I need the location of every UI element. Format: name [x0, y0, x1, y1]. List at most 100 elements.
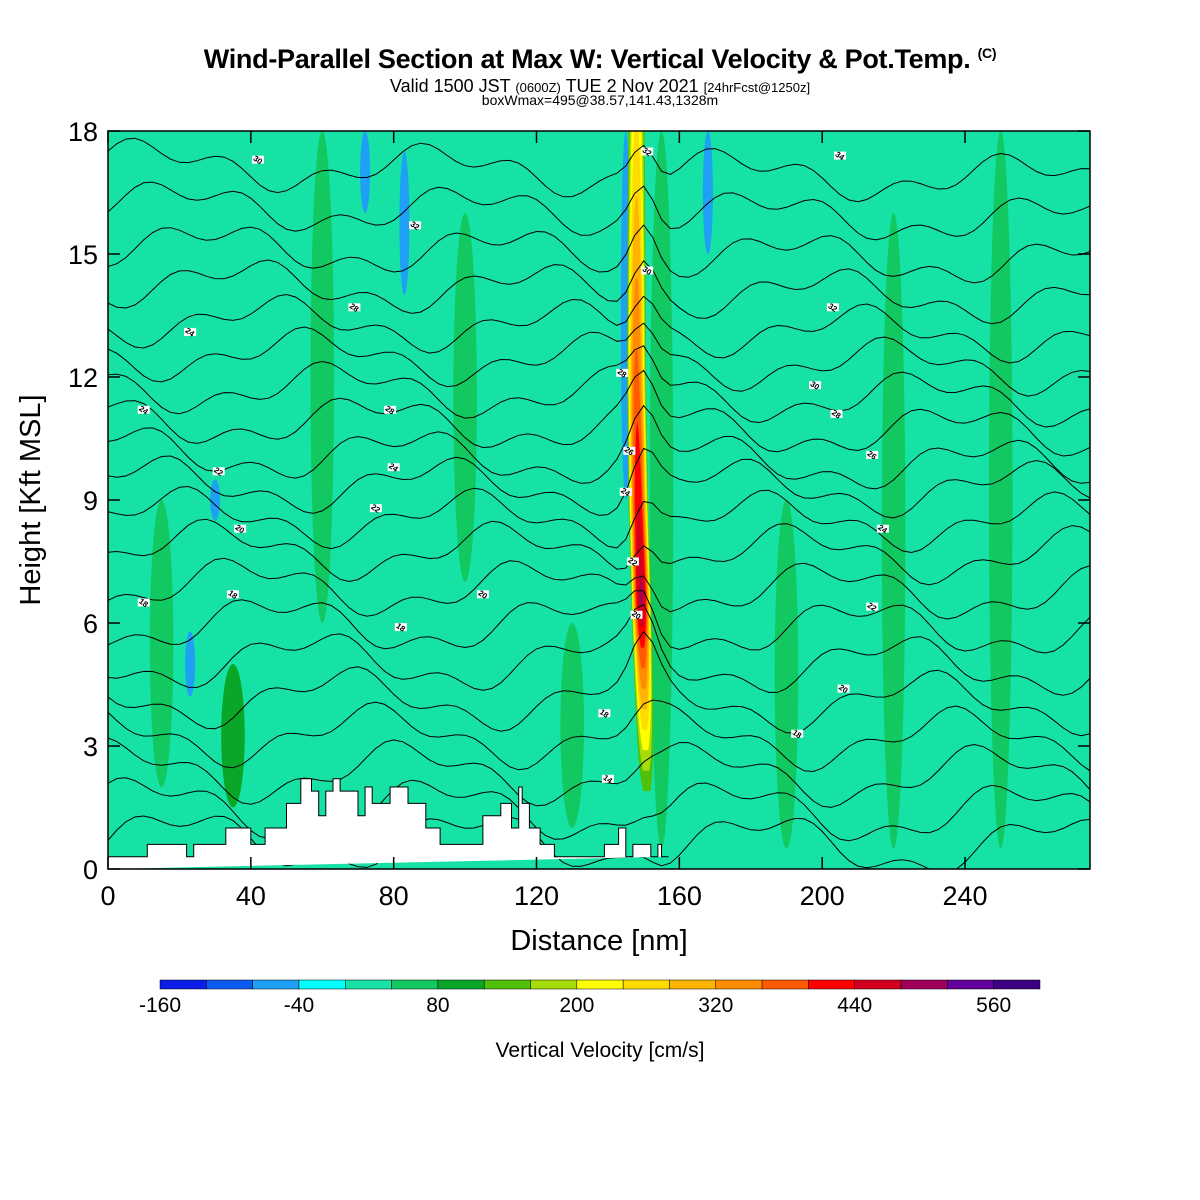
- colorbar-swatch-2: [252, 979, 300, 990]
- isentrope-label-bg-25: [809, 381, 822, 390]
- y-tick-label-1: 3: [83, 732, 98, 762]
- updraft-band-8: [560, 623, 585, 828]
- velocity-field: [108, 131, 1090, 869]
- colorbar-tick-3: 200: [559, 994, 594, 1017]
- downdraft-band-1: [702, 131, 713, 254]
- isentrope-label-bg-26: [830, 409, 843, 418]
- colorbar-swatch-16: [900, 979, 948, 990]
- y-axis-label: Height [Kft MSL]: [15, 394, 47, 605]
- isentrope-15: [108, 293, 1090, 364]
- isentrope-label-bg-8: [234, 524, 247, 533]
- isentrope-19: [108, 137, 1090, 203]
- colorbar: -160 -40 80 200 320 440 560: [139, 979, 1041, 1017]
- colorbar-tick-1: -40: [284, 994, 314, 1017]
- colorbar-swatch-13: [761, 979, 809, 990]
- isentrope-3: [108, 699, 1090, 773]
- downdraft-band-2: [360, 131, 371, 213]
- isentrope-label-bg-21: [641, 147, 654, 156]
- terrain-shape: [108, 778, 669, 869]
- colorbar-swatch-9: [576, 979, 624, 990]
- y-tick-label-2: 6: [83, 609, 98, 639]
- isentrope-13: [108, 345, 1090, 428]
- updraft-band-4: [881, 213, 906, 849]
- colorbar-swatch-0: [159, 979, 207, 990]
- isentrope-label-bg-31: [791, 729, 804, 738]
- valid-zulu: (0600Z): [515, 80, 561, 95]
- downdraft-band-3: [399, 151, 410, 295]
- updraft-band-6: [453, 213, 477, 582]
- isentrope-11: [108, 404, 1090, 490]
- x-tick-label-1: 40: [236, 881, 266, 911]
- x-tick-label-5: 200: [800, 881, 845, 911]
- downdraft-band-5: [185, 631, 196, 697]
- isentrope-10: [108, 447, 1090, 519]
- isentrope-label-bg-14: [598, 709, 611, 718]
- isentrope-12: [108, 369, 1090, 457]
- colorbar-swatch-14: [808, 979, 855, 990]
- isentrope-label-bg-9: [369, 504, 382, 513]
- colorbar-swatch-12: [715, 979, 763, 990]
- x-tick-label-6: 240: [942, 881, 987, 911]
- isentrope-14: [108, 322, 1090, 397]
- title-mark: (C): [977, 45, 997, 61]
- x-tick-label-2: 80: [379, 881, 409, 911]
- isentrope-8: [108, 518, 1090, 586]
- isentrope-label-bg-28: [876, 524, 889, 533]
- y-tick-label-0: 0: [83, 855, 98, 885]
- chart-title: Wind-Parallel Section at Max W: Vertical…: [0, 44, 1200, 75]
- updraft-band-7: [774, 500, 799, 849]
- chart-subtitle: Valid 1500 JST (0600Z) TUE 2 Nov 2021 [2…: [0, 76, 1200, 97]
- y-tick-label-5: 15: [68, 240, 98, 270]
- isentrope-label-bg-3: [184, 327, 197, 336]
- isentrope-label-bg-11: [226, 590, 239, 599]
- colorbar-swatch-4: [345, 979, 392, 990]
- isentrope-label-bg-20: [630, 610, 643, 619]
- isentrope-label-bg-6: [212, 467, 225, 476]
- updraft-core-band-8: [636, 504, 645, 628]
- isentrope-label-bg-30: [837, 684, 850, 693]
- colorbar-swatch-8: [530, 979, 578, 990]
- isentrope-9: [108, 485, 1090, 554]
- isentrope-label-bg-10: [137, 598, 150, 607]
- colorbar-swatch-7: [483, 979, 531, 990]
- isentrope-label-bg-15: [601, 774, 614, 783]
- colorbar-label: Vertical Velocity [cm/s]: [496, 1039, 705, 1062]
- updraft-band-2: [310, 131, 335, 623]
- colorbar-swatch-18: [993, 979, 1041, 990]
- updraft-band-0: [649, 131, 674, 849]
- colorbar-swatch-1: [206, 979, 253, 990]
- isentrope-label-bg-19: [626, 557, 639, 566]
- colorbar-swatch-6: [437, 979, 485, 990]
- colorbar-swatch-10: [622, 979, 670, 990]
- isentropes: [108, 137, 1090, 869]
- valid-date: TUE 2 Nov 2021: [565, 76, 699, 96]
- isentrope-label-bg-1: [409, 221, 422, 230]
- axes: 0 40 80 120 160 200 240 0 3 6 9 12 15 18: [68, 117, 1090, 911]
- box-info: boxWmax=495@38.57,141.43,1328m: [481, 92, 719, 108]
- colorbar-swatch-11: [669, 979, 717, 990]
- isentrope-5: [108, 603, 1090, 696]
- isentrope-6: [108, 590, 1090, 654]
- colorbar-tick-5: 440: [837, 994, 872, 1017]
- valid-prefix: Valid 1500 JST: [389, 76, 511, 96]
- updraft-band-5: [988, 131, 1013, 849]
- colorbar-tick-6: 560: [976, 994, 1011, 1017]
- isentrope-18: [108, 181, 1090, 241]
- isentrope-label-bg-18: [619, 487, 632, 496]
- colorbar-tick-2: 80: [426, 994, 449, 1017]
- x-tick-label-0: 0: [100, 881, 115, 911]
- y-tick-label-4: 12: [68, 363, 98, 393]
- isentrope-label-bg-4: [137, 405, 150, 414]
- isentrope-label-bg-17: [623, 446, 636, 455]
- colorbar-swatch-15: [854, 979, 902, 990]
- isentrope-label-bg-0: [251, 155, 264, 164]
- isentrope-label-bg-29: [866, 602, 879, 611]
- forecast-tag: [24hrFcst@1250z]: [703, 80, 811, 95]
- isentrope-4: [108, 630, 1090, 737]
- colorbar-swatch-5: [391, 979, 439, 990]
- isentrope-label-bg-24: [826, 303, 839, 312]
- field-background: [108, 131, 1090, 869]
- isentrope-label-bg-13: [394, 623, 407, 632]
- downdraft-band-4: [210, 479, 221, 521]
